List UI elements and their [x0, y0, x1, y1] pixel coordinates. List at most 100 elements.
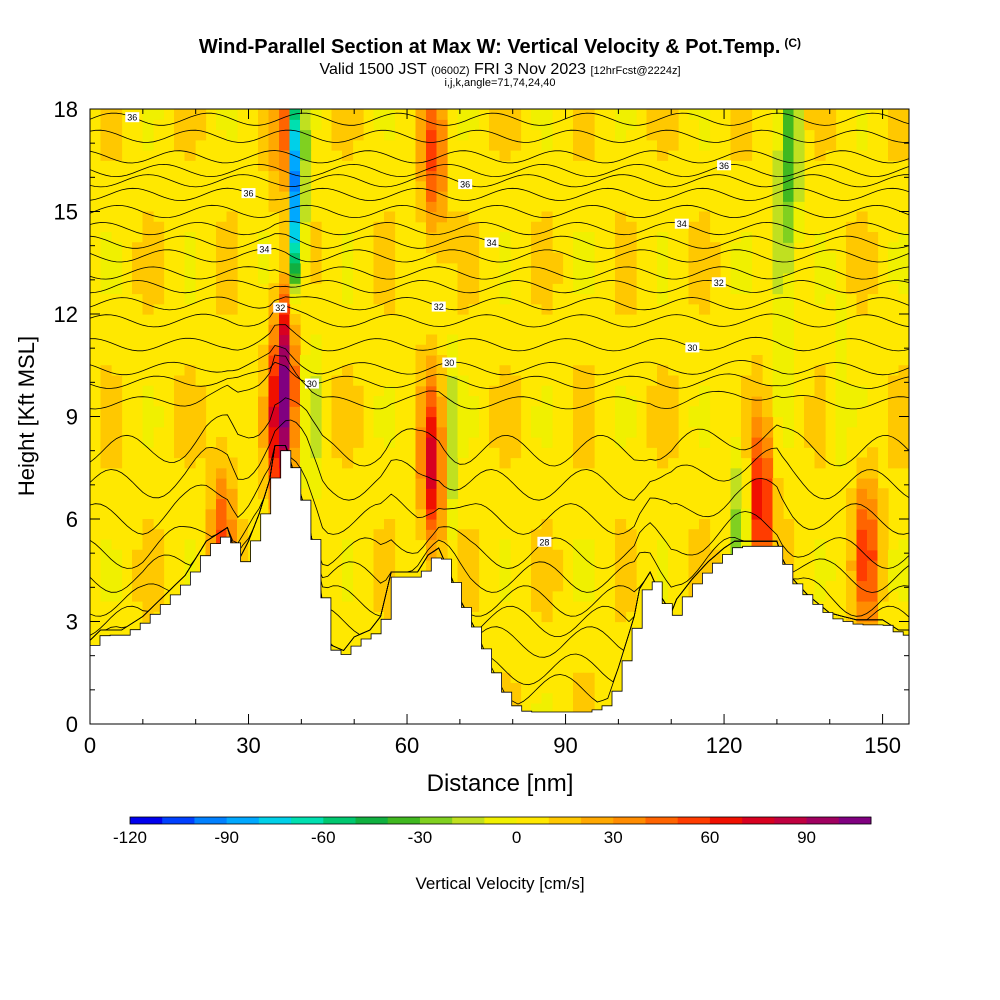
velocity-cell [373, 406, 385, 418]
velocity-cell [730, 447, 742, 459]
velocity-cell [279, 119, 291, 131]
velocity-cell [415, 139, 427, 151]
velocity-cell [342, 437, 354, 448]
velocity-cell [258, 273, 270, 284]
velocity-cell [373, 242, 385, 254]
velocity-cell [132, 590, 144, 602]
velocity-cell [436, 355, 448, 366]
velocity-cell [426, 365, 438, 377]
velocity-cell [436, 232, 448, 243]
velocity-cell [310, 406, 322, 418]
velocity-cell [499, 385, 511, 397]
velocity-cell [205, 508, 217, 520]
velocity-cell [625, 262, 637, 274]
isentrope-label: 32 [275, 303, 285, 313]
velocity-cell [898, 252, 909, 264]
velocity-cell [447, 221, 459, 233]
velocity-cell [573, 416, 585, 428]
velocity-cell [772, 191, 784, 202]
velocity-cell [835, 396, 847, 407]
velocity-cell [762, 467, 774, 479]
velocity-cell [709, 262, 721, 274]
velocity-cell [384, 273, 396, 284]
velocity-cell [279, 252, 291, 264]
velocity-cell [426, 375, 438, 387]
velocity-cell [268, 314, 280, 325]
velocity-cell [384, 385, 396, 397]
velocity-cell [888, 375, 900, 387]
colorbar-swatch [130, 817, 163, 824]
velocity-cell [751, 467, 763, 479]
velocity-cell [342, 119, 354, 131]
velocity-cell [583, 283, 595, 295]
valid-date: FRI 3 Nov 2023 [473, 61, 587, 78]
velocity-cell [625, 109, 637, 120]
velocity-cell [541, 232, 553, 243]
velocity-cell [100, 283, 112, 295]
velocity-cell [793, 232, 805, 243]
velocity-cell [814, 539, 826, 551]
velocity-cell [877, 529, 889, 541]
velocity-cell [667, 437, 679, 448]
velocity-cell [877, 580, 889, 592]
velocity-cell [741, 252, 753, 264]
velocity-cell [783, 355, 795, 366]
velocity-cell [468, 426, 480, 438]
velocity-cell [436, 488, 448, 500]
velocity-cell [384, 519, 396, 530]
velocity-cell [279, 201, 291, 213]
velocity-cell [510, 693, 522, 705]
velocity-cell [814, 283, 826, 295]
velocity-cell [762, 396, 774, 407]
velocity-cell [877, 498, 889, 510]
velocity-cell [793, 150, 805, 161]
velocity-cell [447, 498, 459, 510]
velocity-cell [888, 119, 900, 131]
velocity-cell [541, 139, 553, 151]
velocity-cell [205, 447, 217, 459]
velocity-cell [615, 426, 627, 438]
velocity-cell [835, 355, 847, 366]
velocity-cell [667, 416, 679, 428]
velocity-cell [835, 293, 847, 305]
velocity-cell [184, 406, 196, 418]
colorbar-swatch [387, 817, 421, 824]
velocity-cell [741, 109, 753, 120]
velocity-cell [457, 570, 469, 582]
velocity-cell [615, 611, 627, 623]
velocity-cell [342, 539, 354, 551]
velocity-cell [783, 416, 795, 428]
velocity-cell [783, 375, 795, 387]
velocity-cell [342, 447, 354, 459]
velocity-cell [573, 447, 585, 459]
velocity-cell [751, 437, 763, 448]
velocity-cell [499, 129, 511, 141]
velocity-cell [373, 221, 385, 233]
velocity-cell [541, 242, 553, 254]
velocity-cell [615, 211, 627, 223]
velocity-cell [531, 119, 543, 131]
colorbar-swatch [484, 817, 518, 824]
velocity-cell [258, 139, 270, 151]
velocity-cell [184, 365, 196, 377]
velocity-cell [153, 549, 165, 561]
velocity-cell [289, 232, 301, 243]
velocity-cell [762, 478, 774, 489]
colorbar-swatch [419, 817, 453, 824]
velocity-cell [489, 396, 501, 407]
velocity-cell [783, 201, 795, 213]
velocity-cell [415, 355, 427, 366]
velocity-cell [814, 590, 826, 602]
velocity-cell [415, 498, 427, 510]
velocity-cell [741, 529, 753, 541]
velocity-cell [153, 232, 165, 243]
velocity-cell [100, 139, 112, 151]
velocity-cell [468, 601, 480, 612]
velocity-cell [741, 150, 753, 161]
velocity-cell [100, 570, 112, 582]
velocity-cell [226, 303, 238, 315]
velocity-cell [268, 437, 280, 448]
velocity-cell [583, 672, 595, 684]
velocity-cell [111, 129, 123, 141]
velocity-cell [541, 303, 553, 315]
